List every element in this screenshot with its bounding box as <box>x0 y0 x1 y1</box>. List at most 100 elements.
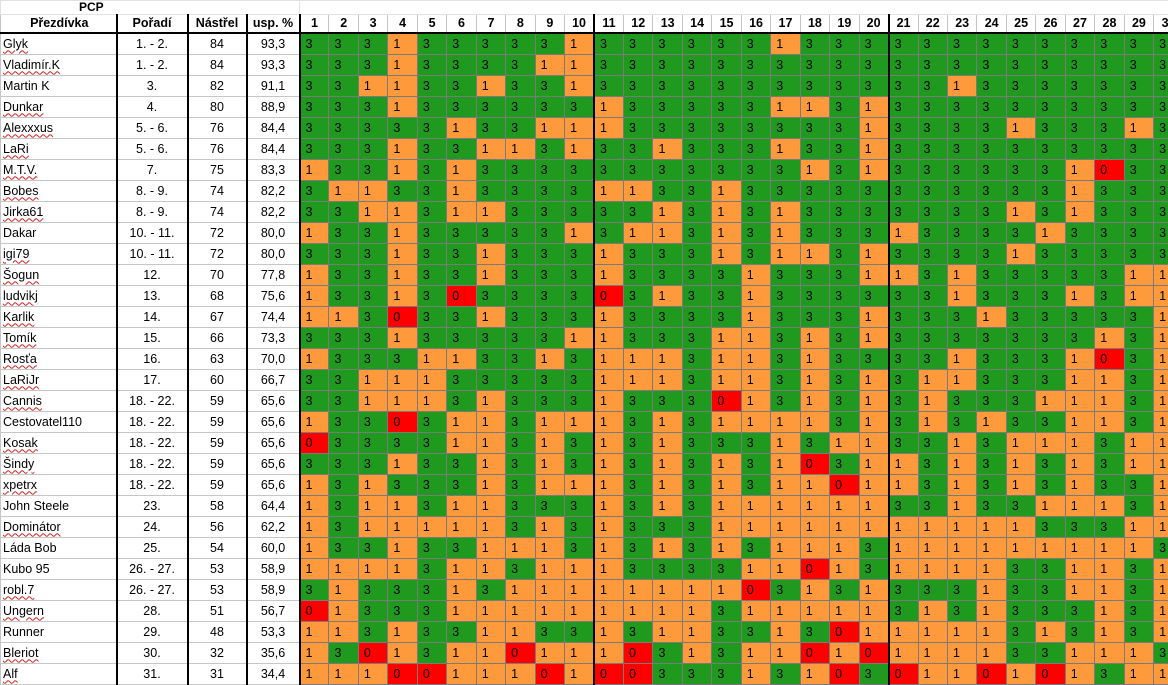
score-cell: 1 <box>447 643 476 664</box>
score-cell: 3 <box>1006 160 1035 181</box>
score-cell: 1 <box>859 391 888 412</box>
score-cell: 3 <box>741 97 770 118</box>
player-name: LaRiJr <box>1 370 117 391</box>
score-cell: 1 <box>1065 559 1094 580</box>
score-cell: 1 <box>653 496 682 517</box>
score-cell: 3 <box>682 118 711 139</box>
score-cell: 3 <box>1065 517 1094 538</box>
score-cell: 0 <box>741 580 770 601</box>
score-cell: 3 <box>1124 139 1153 160</box>
rank-cell: 18. - 22. <box>117 454 188 475</box>
rank-cell: 14. <box>117 307 188 328</box>
score-cell: 3 <box>417 643 446 664</box>
sheet-title-text: PCP <box>79 1 104 15</box>
score-cell: 3 <box>800 307 829 328</box>
score-cell: 1 <box>947 433 976 454</box>
score-cell: 3 <box>947 33 976 55</box>
score-cell: 1 <box>594 517 623 538</box>
percent-cell: 53,3 <box>247 622 300 643</box>
score-cell: 3 <box>682 370 711 391</box>
score-cell: 3 <box>977 223 1006 244</box>
score-cell: 1 <box>300 517 329 538</box>
score-cell: 1 <box>358 370 387 391</box>
score-cell: 3 <box>1065 97 1094 118</box>
score-cell: 1 <box>859 496 888 517</box>
score-cell: 3 <box>889 370 918 391</box>
score-cell: 3 <box>565 454 594 475</box>
score-cell: 1 <box>388 454 417 475</box>
score-cell: 1 <box>889 517 918 538</box>
score-cell: 3 <box>741 223 770 244</box>
player-name: Láda Bob <box>1 538 117 559</box>
score-cell: 3 <box>417 181 446 202</box>
score-cell: 3 <box>329 496 358 517</box>
score-cell: 3 <box>859 223 888 244</box>
score-cell: 1 <box>447 349 476 370</box>
score-cell: 3 <box>830 76 859 97</box>
shots-cell: 58 <box>188 496 247 517</box>
score-cell: 1 <box>1065 580 1094 601</box>
score-cell: 3 <box>329 538 358 559</box>
score-cell: 1 <box>1065 454 1094 475</box>
score-cell: 3 <box>1124 622 1153 643</box>
score-cell: 3 <box>800 202 829 223</box>
percent-cell: 84,4 <box>247 118 300 139</box>
player-name: Jirka61 <box>1 202 117 223</box>
score-cell: 3 <box>830 33 859 55</box>
shots-cell: 56 <box>188 517 247 538</box>
score-cell: 1 <box>653 139 682 160</box>
score-cell: 3 <box>1065 76 1094 97</box>
score-cell: 0 <box>506 643 535 664</box>
score-cell: 3 <box>1006 349 1035 370</box>
score-cell: 1 <box>623 181 652 202</box>
player-name: LaRi <box>1 139 117 160</box>
score-cell: 3 <box>476 160 505 181</box>
score-cell: 1 <box>1154 412 1168 433</box>
score-cell: 3 <box>358 223 387 244</box>
score-cell: 3 <box>682 76 711 97</box>
score-cell: 1 <box>300 160 329 181</box>
score-cell: 3 <box>712 160 741 181</box>
score-cell: 1 <box>918 517 947 538</box>
score-cell: 3 <box>358 286 387 307</box>
score-cell: 1 <box>535 580 564 601</box>
score-cell: 3 <box>535 244 564 265</box>
score-cell: 1 <box>594 307 623 328</box>
score-cell: 1 <box>859 370 888 391</box>
score-cell: 3 <box>358 538 387 559</box>
score-cell: 3 <box>947 580 976 601</box>
score-cell: 3 <box>1006 265 1035 286</box>
score-cell: 3 <box>947 118 976 139</box>
score-cell: 1 <box>594 244 623 265</box>
score-cell: 1 <box>889 622 918 643</box>
score-cell: 1 <box>977 643 1006 664</box>
score-cell: 3 <box>476 181 505 202</box>
score-cell: 1 <box>889 223 918 244</box>
score-cell: 3 <box>329 454 358 475</box>
score-cell: 1 <box>771 622 800 643</box>
player-name: Runner <box>1 622 117 643</box>
score-cell: 1 <box>1154 664 1168 685</box>
score-cell: 3 <box>1124 412 1153 433</box>
score-cell: 3 <box>859 202 888 223</box>
score-cell: 1 <box>300 349 329 370</box>
score-cell: 1 <box>329 580 358 601</box>
score-cell: 1 <box>800 664 829 685</box>
score-cell: 1 <box>712 328 741 349</box>
score-cell: 3 <box>417 265 446 286</box>
score-cell: 1 <box>1095 559 1124 580</box>
score-cell: 3 <box>1036 412 1065 433</box>
score-cell: 1 <box>565 328 594 349</box>
score-cell: 1 <box>1065 349 1094 370</box>
score-cell: 3 <box>1036 55 1065 76</box>
score-cell: 1 <box>1036 622 1065 643</box>
score-cell: 1 <box>1095 391 1124 412</box>
score-cell: 3 <box>476 55 505 76</box>
percent-cell: 83,3 <box>247 160 300 181</box>
score-cell: 1 <box>741 265 770 286</box>
score-cell: 1 <box>300 412 329 433</box>
score-cell: 3 <box>653 265 682 286</box>
score-cell: 3 <box>1154 244 1168 265</box>
